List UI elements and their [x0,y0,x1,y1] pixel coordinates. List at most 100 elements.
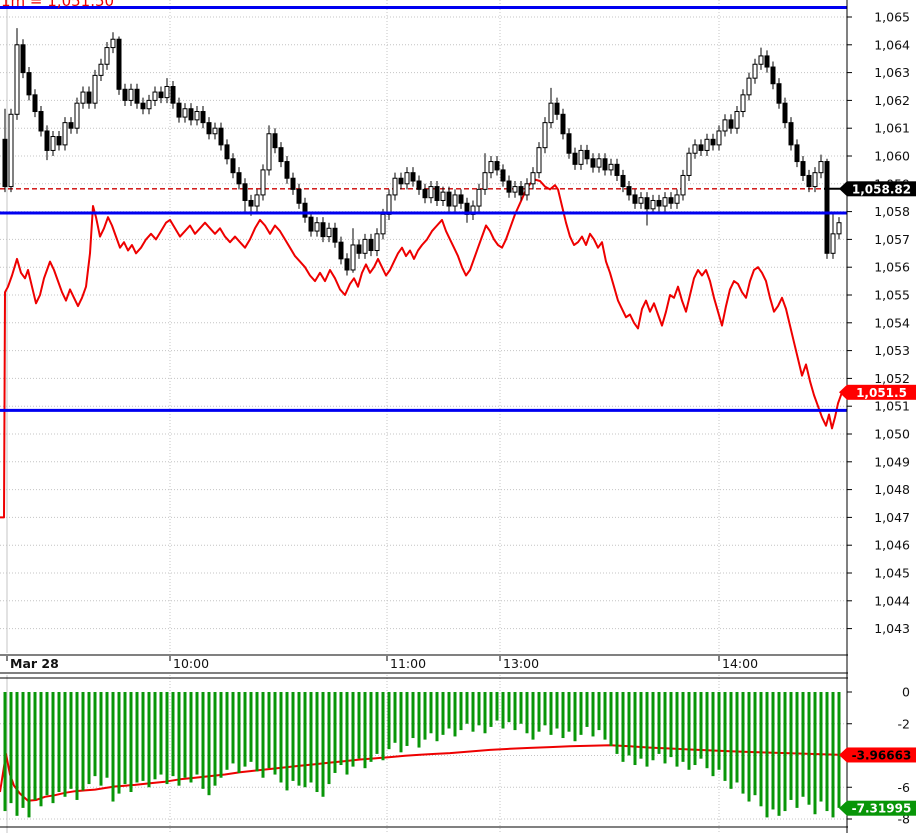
y-axis-label: 1,065 [874,10,910,25]
volume-bar [273,692,277,775]
candle-body [248,199,254,207]
candle-body [794,144,800,163]
candle-body [302,202,308,218]
volume-bar [225,692,229,770]
candle-body [824,161,830,254]
candle-body [830,233,836,254]
candle-body [56,136,62,146]
candle-body [224,144,230,160]
y-axis-label: 1,053 [874,343,910,358]
candle-body [254,194,260,207]
y-axis-label: 1,045 [874,566,910,581]
candle-body [416,180,422,190]
candle-body [548,102,554,124]
volume-bar [195,692,199,775]
volume-bar [27,692,31,818]
volume-bar [3,692,7,812]
y-axis-label: 1,049 [874,454,910,469]
volume-bar [789,692,793,800]
candle-body [374,233,380,252]
candle-body [380,213,386,235]
candle-body [194,111,200,121]
volume-bar [441,692,445,735]
candle-body [560,113,566,135]
volume-bar [753,692,757,796]
candle-body [602,158,608,171]
volume-bar [87,692,91,785]
volume-bar [99,692,103,786]
volume-bar [519,692,523,724]
candle-body [680,174,686,196]
volume-bar [411,692,415,739]
volume-bar [711,692,715,777]
volume-bar [327,692,331,785]
volume-bar [837,692,841,808]
volume-bar [255,692,259,772]
last-bar-value-badge-box [847,800,916,816]
volume-bar [357,692,361,759]
candle-body [68,122,74,129]
volume-bar [105,692,109,778]
candle-body [50,136,56,151]
volume-bar [21,692,25,808]
average-value-badge: -3.96663 [852,748,912,762]
candle-body [410,172,416,182]
candle-body [626,186,632,196]
candle-body [158,91,164,99]
volume-bar [645,692,649,767]
candle-body [512,186,518,193]
volume-bar [561,692,565,739]
candle-body [836,222,842,235]
volume-bar [759,692,763,807]
y-axis-label: 1,061 [874,121,910,136]
y-axis-label: 1,048 [874,482,910,497]
candle-body [62,122,68,146]
volume-bar [333,692,337,773]
candle-body [446,191,452,207]
candle-body [80,91,86,104]
candle-body [662,197,668,207]
candle-body [314,222,320,232]
volume-bar [459,692,463,731]
candle-body [440,191,446,201]
volume-bar [75,692,79,800]
candle-body [608,163,614,171]
volume-bar [489,692,493,727]
y-axis-label: -2 [898,716,910,731]
volume-bar [735,692,739,783]
candle-body [284,161,290,179]
y-axis-label: 1,046 [874,538,910,553]
volume-bar [771,692,775,810]
candle-body [32,94,38,113]
candle-body [386,194,392,215]
candle-body [212,127,218,135]
candle-body [818,161,824,174]
candle-body [230,158,236,174]
candle-body [614,163,620,176]
y-axis-label: 1,054 [874,315,910,330]
candle-body [140,102,146,110]
candle-body [782,102,788,124]
candle-body [326,227,332,238]
candle-body [188,108,194,121]
candle-body [320,222,326,238]
y-axis-label: 1,043 [874,621,910,636]
volume-bar [447,692,451,729]
candle-body [272,133,278,149]
volume-bar [639,692,643,759]
volume-bar [465,692,469,724]
candle-body [524,183,530,196]
candle-body [518,186,524,196]
volume-bar [417,692,421,748]
candle-body [656,199,662,207]
candle-body [308,216,314,232]
x-axis-label: 10:00 [173,656,209,671]
volume-bar [63,692,67,797]
volume-bar [129,692,133,793]
candle-body [146,99,152,110]
candle-body [422,188,428,199]
volume-bar [405,692,409,746]
y-axis-label: 1,057 [874,232,910,247]
